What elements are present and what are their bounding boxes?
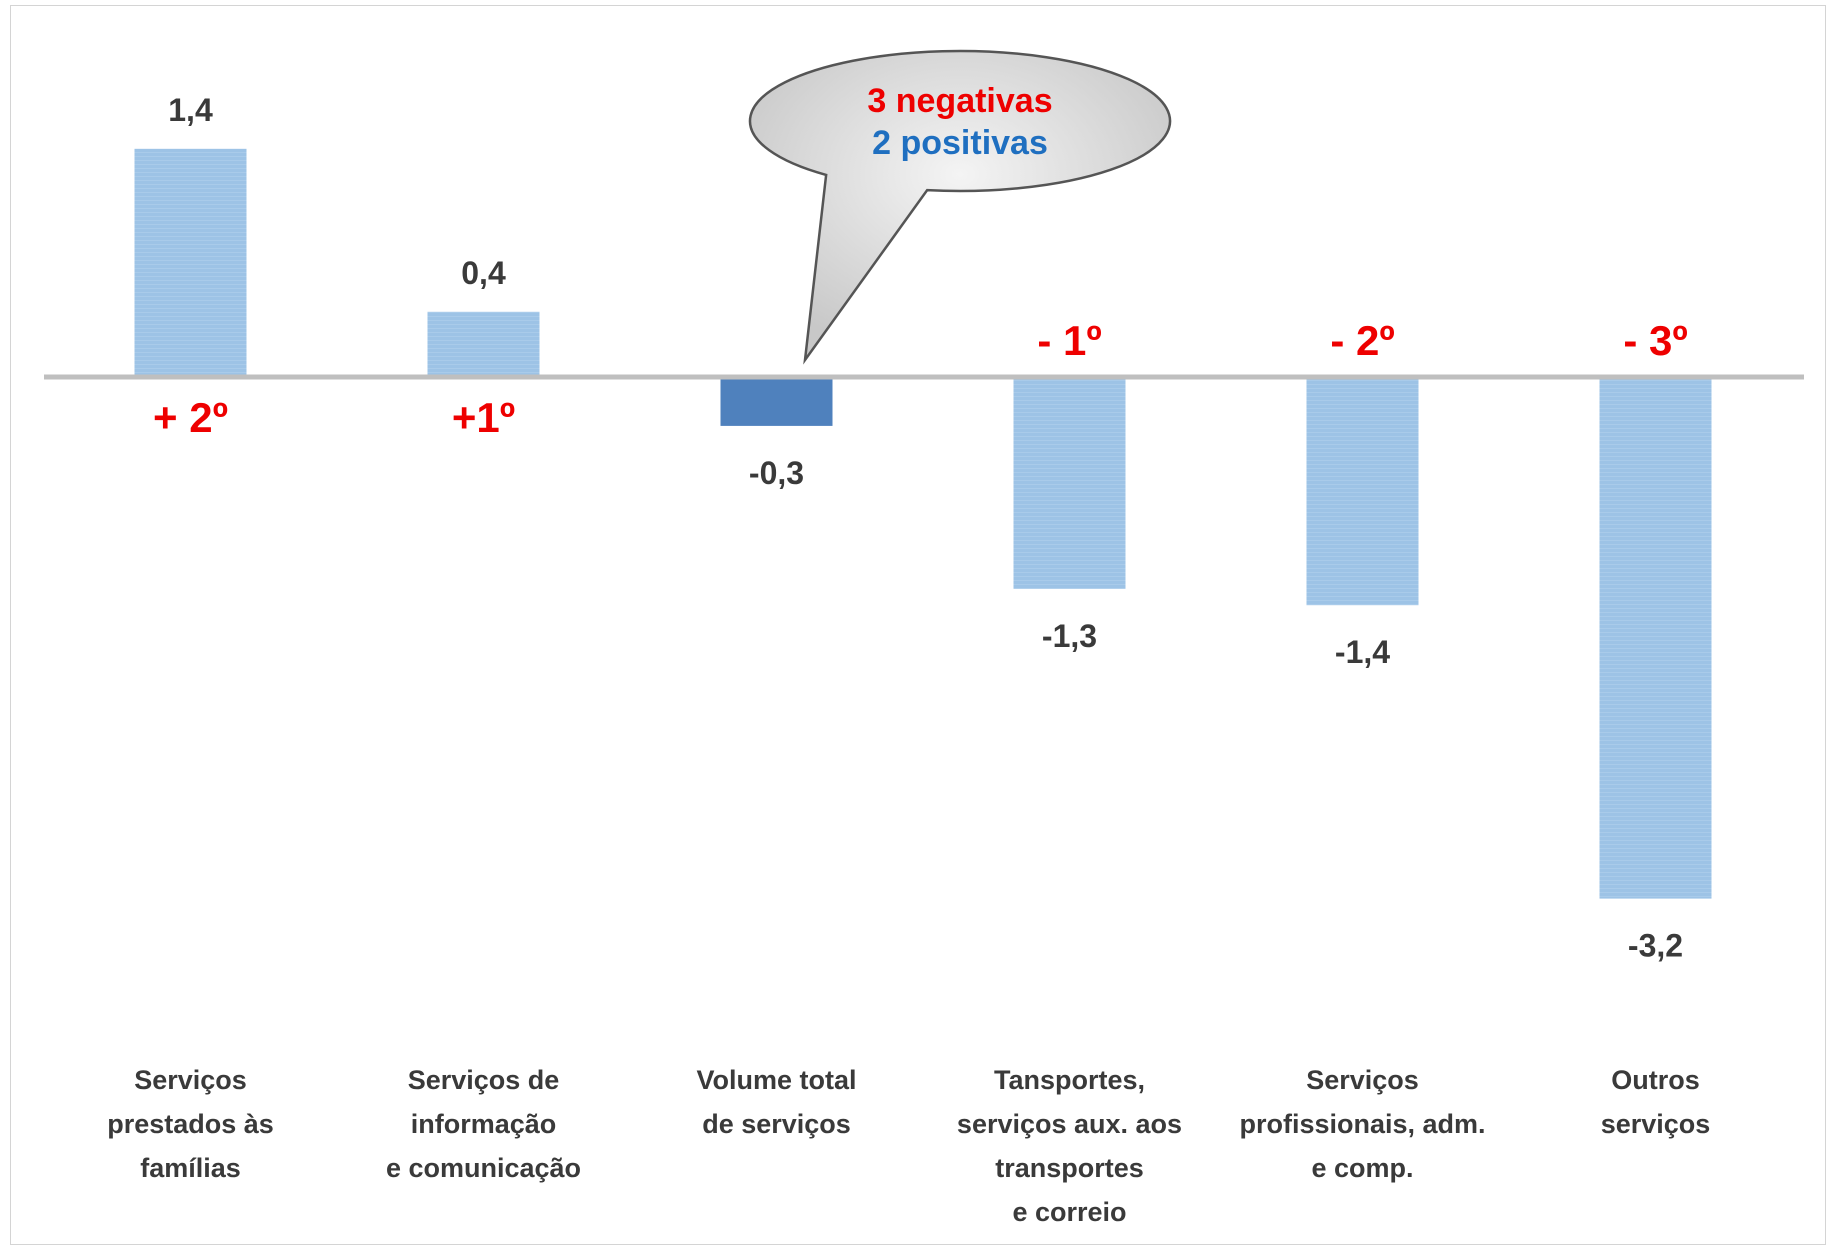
category-label-5: Serviços profissionais, adm. e comp. [1239,1065,1485,1183]
value-label-2: 0,4 [461,255,506,291]
rank-label-5: - 2º [1330,317,1394,364]
category-label-6: Outros serviços [1601,1065,1711,1139]
value-label-1: 1,4 [168,92,213,128]
category-label-3: Volume total de serviços [696,1065,856,1139]
value-label-5: -1,4 [1335,634,1390,670]
bar-4 [1013,377,1126,589]
callout-shape [748,49,1172,365]
value-label-3: -0,3 [749,455,804,491]
bar-1 [134,148,247,377]
chart-frame [10,5,1826,1245]
bar-2 [427,311,540,377]
bar-3 [720,377,833,426]
callout-positives-text: 2 positivas [872,124,1048,162]
bars-layer [134,148,1712,899]
value-label-4: -1,3 [1042,618,1097,654]
rank-label-2: +1º [452,394,515,441]
category-label-4: Tansportes, serviços aux. aos transportes e… [957,1065,1182,1227]
labels-layer: 1,4 + 2º Serviços prestados às famílias 0,4 +1… [107,92,1710,1227]
value-label-6: -3,2 [1628,928,1683,964]
rank-label-6: - 3º [1623,317,1687,364]
bar-6 [1599,377,1712,899]
rank-label-1: + 2º [153,394,228,441]
callout-negatives-text: 3 negativas [867,82,1052,120]
category-label-2: Serviços de informação e comunicação [386,1065,581,1183]
rank-label-4: - 1º [1037,317,1101,364]
category-label-1: Serviços prestados às famílias [107,1065,274,1183]
callout-bubble: 3 negativas 2 positivas [748,49,1172,365]
bar-5 [1306,377,1419,606]
